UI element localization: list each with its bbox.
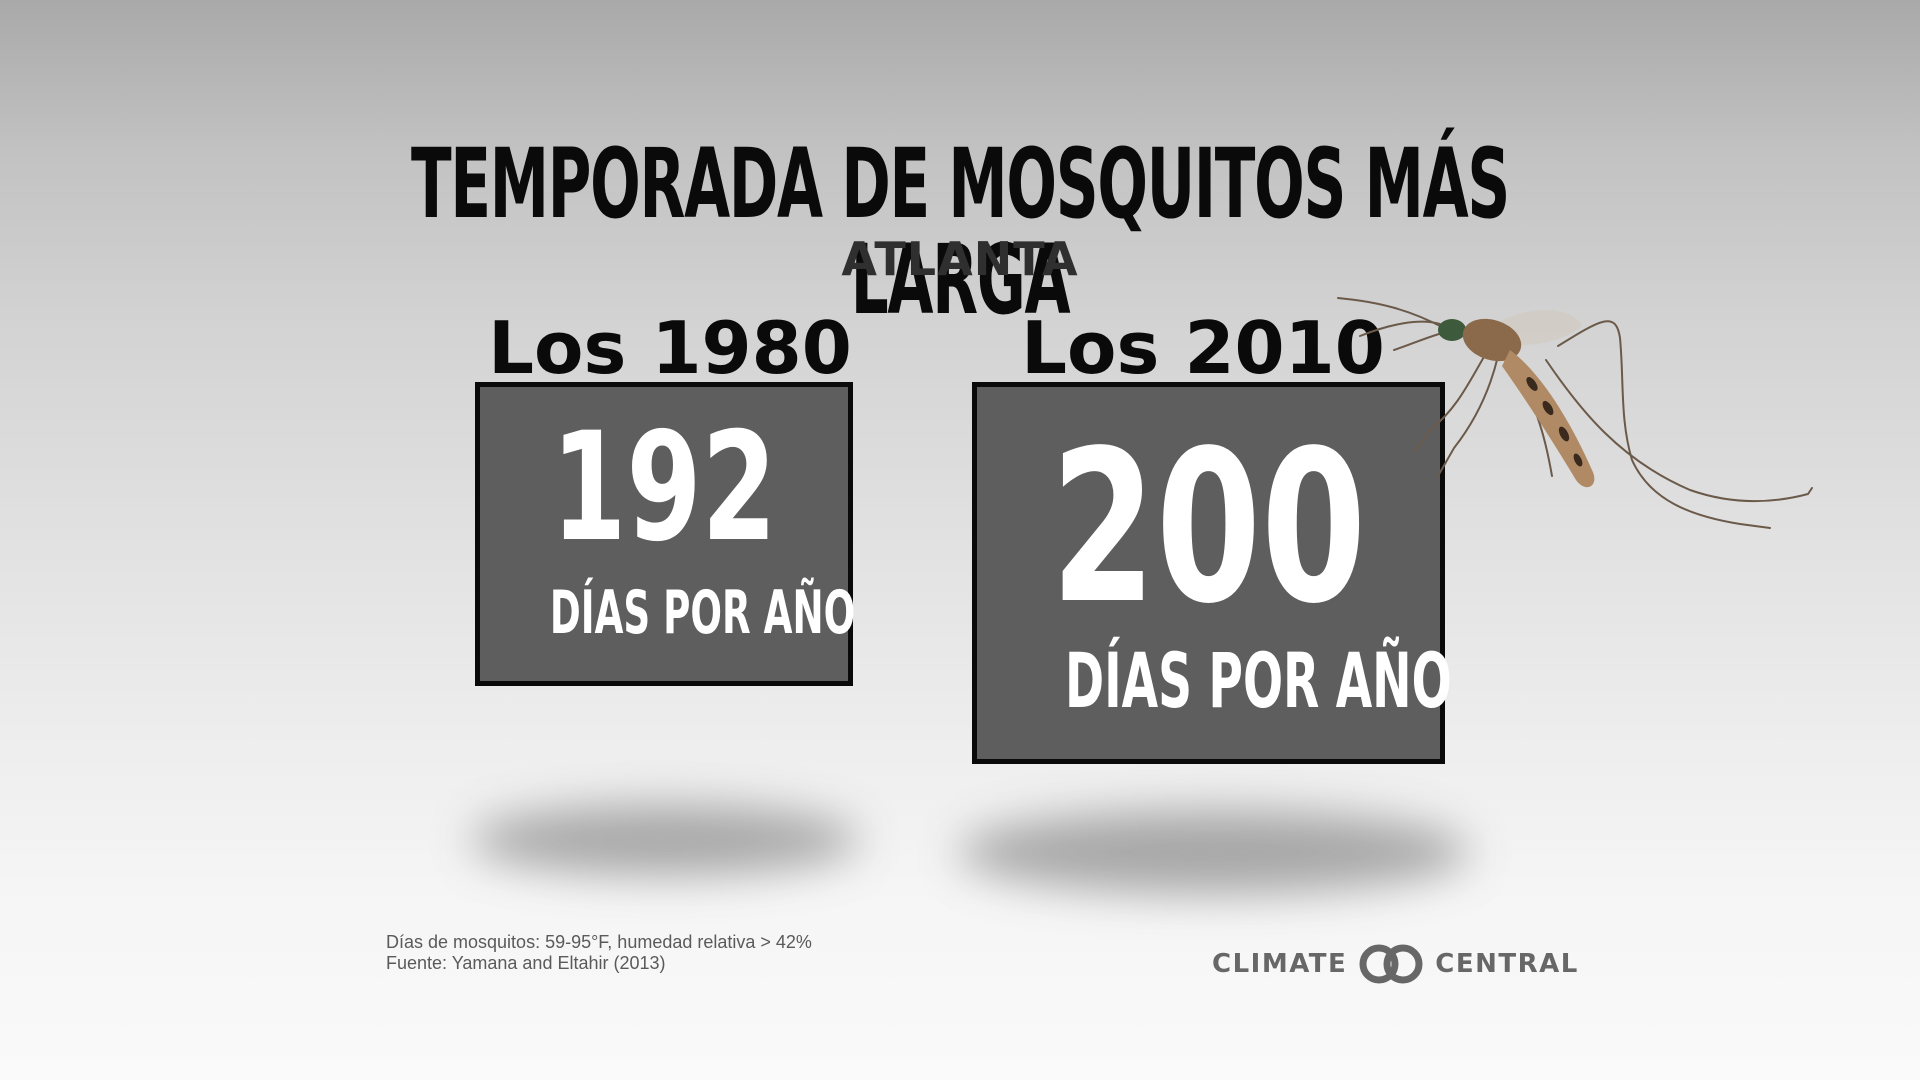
climate-central-logo: CLIMATE CENTRAL: [1212, 944, 1579, 984]
chart-title: TEMPORADA DE MOSQUITOS MÁS LARGA: [410, 128, 1510, 336]
period-label-1980: Los 1980: [488, 306, 852, 390]
period-label-2010: Los 2010: [1021, 306, 1385, 390]
unit-label-2010: DÍAS POR AÑO: [1064, 636, 1452, 725]
box-shadow-2010: [958, 810, 1470, 894]
footnote-definition: Días de mosquitos: 59-95°F, humedad rela…: [386, 932, 812, 952]
value-box-1980: 192 DÍAS POR AÑO: [475, 382, 856, 686]
value-box-2010: 200 DÍAS POR AÑO: [972, 382, 1452, 764]
footnote: Días de mosquitos: 59-95°F, humedad rela…: [386, 932, 812, 974]
logo-text-right: CENTRAL: [1435, 949, 1579, 979]
mosquito-icon: [1337, 297, 1813, 529]
value-label-2010: 200: [1050, 405, 1367, 650]
value-label-1980: 192: [551, 401, 777, 575]
box-shadow-1980: [470, 805, 860, 875]
logo-text-left: CLIMATE: [1212, 949, 1348, 979]
chart-subtitle: ATLANTA: [841, 232, 1079, 286]
climate-central-rings-icon: [1359, 944, 1423, 984]
footnote-source: Fuente: Yamana and Eltahir (2013): [386, 953, 666, 973]
unit-label-1980: DÍAS POR AÑO: [549, 578, 856, 648]
